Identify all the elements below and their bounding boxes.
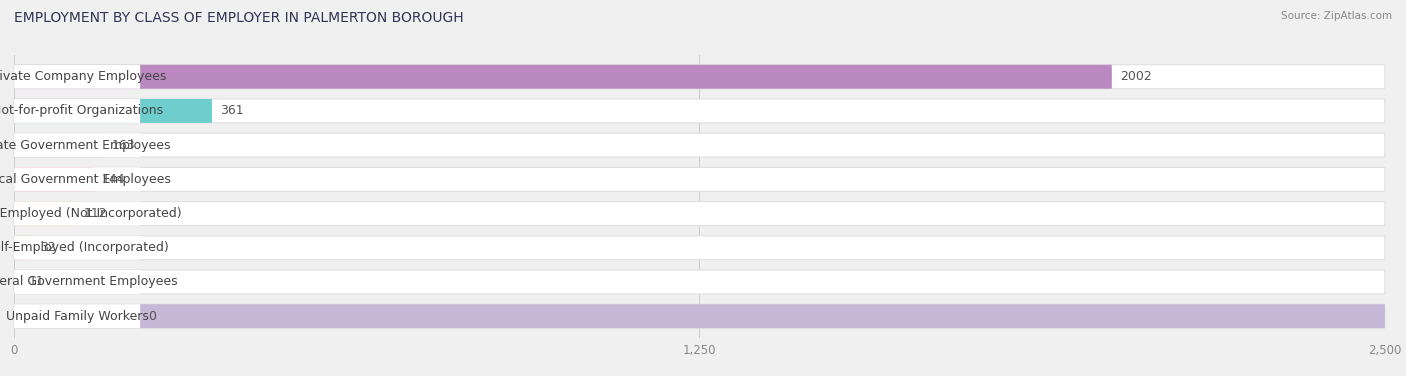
FancyBboxPatch shape bbox=[14, 65, 141, 89]
FancyBboxPatch shape bbox=[14, 65, 1385, 89]
FancyBboxPatch shape bbox=[14, 270, 141, 294]
FancyBboxPatch shape bbox=[14, 202, 76, 226]
FancyBboxPatch shape bbox=[14, 99, 141, 123]
Text: 144: 144 bbox=[101, 173, 125, 186]
FancyBboxPatch shape bbox=[14, 270, 20, 294]
FancyBboxPatch shape bbox=[14, 99, 212, 123]
FancyBboxPatch shape bbox=[14, 202, 141, 226]
Text: EMPLOYMENT BY CLASS OF EMPLOYER IN PALMERTON BOROUGH: EMPLOYMENT BY CLASS OF EMPLOYER IN PALME… bbox=[14, 11, 464, 25]
Text: Source: ZipAtlas.com: Source: ZipAtlas.com bbox=[1281, 11, 1392, 21]
Text: Self-Employed (Incorporated): Self-Employed (Incorporated) bbox=[0, 241, 169, 254]
Text: Unpaid Family Workers: Unpaid Family Workers bbox=[6, 310, 149, 323]
Text: 163: 163 bbox=[111, 139, 135, 152]
Text: Not-for-profit Organizations: Not-for-profit Organizations bbox=[0, 105, 163, 117]
FancyBboxPatch shape bbox=[14, 133, 1385, 157]
Text: 2002: 2002 bbox=[1121, 70, 1152, 83]
Text: Private Company Employees: Private Company Employees bbox=[0, 70, 167, 83]
FancyBboxPatch shape bbox=[14, 167, 93, 191]
FancyBboxPatch shape bbox=[14, 99, 1385, 123]
FancyBboxPatch shape bbox=[14, 236, 1385, 260]
Text: 361: 361 bbox=[221, 105, 243, 117]
FancyBboxPatch shape bbox=[14, 304, 1385, 328]
FancyBboxPatch shape bbox=[14, 270, 1385, 294]
FancyBboxPatch shape bbox=[14, 304, 1385, 328]
FancyBboxPatch shape bbox=[14, 236, 31, 260]
Text: 112: 112 bbox=[84, 207, 107, 220]
Text: State Government Employees: State Government Employees bbox=[0, 139, 172, 152]
FancyBboxPatch shape bbox=[14, 236, 141, 260]
FancyBboxPatch shape bbox=[14, 133, 104, 157]
FancyBboxPatch shape bbox=[14, 133, 141, 157]
Text: 11: 11 bbox=[28, 276, 44, 288]
Text: 32: 32 bbox=[39, 241, 56, 254]
FancyBboxPatch shape bbox=[14, 65, 1112, 89]
Text: Self-Employed (Not Incorporated): Self-Employed (Not Incorporated) bbox=[0, 207, 181, 220]
FancyBboxPatch shape bbox=[14, 167, 141, 191]
FancyBboxPatch shape bbox=[14, 304, 141, 328]
Text: 0: 0 bbox=[149, 310, 156, 323]
FancyBboxPatch shape bbox=[14, 202, 1385, 226]
Text: Federal Government Employees: Federal Government Employees bbox=[0, 276, 177, 288]
FancyBboxPatch shape bbox=[14, 167, 1385, 191]
Text: Local Government Employees: Local Government Employees bbox=[0, 173, 170, 186]
